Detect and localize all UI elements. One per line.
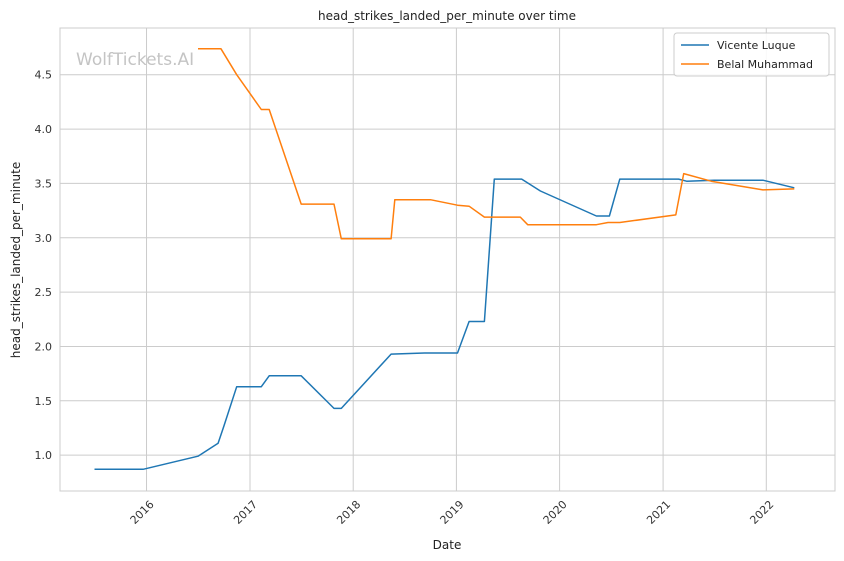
legend-label-vicente-luque: Vicente Luque	[717, 39, 796, 52]
data-point-belal-muhammad	[710, 180, 712, 182]
x-axis-title: Date	[433, 538, 462, 552]
legend: Vicente Luque Belal Muhammad	[673, 32, 830, 77]
data-point-belal-muhammad	[340, 238, 342, 240]
data-point-vicente-luque	[423, 352, 425, 354]
y-tick-label: 1.5	[35, 395, 53, 408]
data-point-belal-muhammad	[333, 203, 335, 205]
data-point-vicente-luque	[685, 180, 687, 182]
data-point-vicente-luque	[340, 407, 342, 409]
legend-label-belal-muhammad: Belal Muhammad	[717, 58, 813, 71]
y-tick-label: 2.5	[35, 286, 53, 299]
data-point-vicente-luque	[333, 407, 335, 409]
y-tick-label: 4.0	[35, 123, 53, 136]
data-point-vicente-luque	[390, 353, 392, 355]
data-point-vicente-luque	[608, 215, 610, 217]
chart-title: head_strikes_landed_per_minute over time	[318, 9, 576, 23]
data-point-vicente-luque	[300, 375, 302, 377]
data-point-vicente-luque	[217, 442, 219, 444]
data-point-vicente-luque	[93, 468, 95, 470]
data-point-belal-muhammad	[527, 224, 529, 226]
data-point-belal-muhammad	[456, 204, 458, 206]
data-point-belal-muhammad	[197, 48, 199, 50]
y-tick-label: 1.0	[35, 449, 53, 462]
data-point-belal-muhammad	[429, 199, 431, 201]
data-point-belal-muhammad	[675, 214, 677, 216]
data-point-vicente-luque	[539, 190, 541, 192]
data-point-vicente-luque	[595, 215, 597, 217]
data-point-belal-muhammad	[236, 74, 238, 76]
data-point-vicente-luque	[268, 375, 270, 377]
data-point-vicente-luque	[493, 178, 495, 180]
data-point-vicente-luque	[677, 178, 679, 180]
data-point-vicente-luque	[223, 425, 225, 427]
data-point-belal-muhammad	[595, 224, 597, 226]
series-lines	[93, 47, 795, 471]
data-point-belal-muhammad	[619, 221, 621, 223]
y-tick-label: 2.0	[35, 340, 53, 353]
data-point-vicente-luque	[197, 455, 199, 457]
data-point-vicente-luque	[468, 320, 470, 322]
y-axis-title: head_strikes_landed_per_minute	[9, 162, 23, 359]
data-point-belal-muhammad	[390, 238, 392, 240]
legend-box	[673, 32, 830, 77]
data-point-belal-muhammad	[683, 172, 685, 174]
data-point-belal-muhammad	[793, 188, 795, 190]
data-point-belal-muhammad	[260, 108, 262, 110]
data-point-belal-muhammad	[519, 216, 521, 218]
data-point-vicente-luque	[619, 178, 621, 180]
data-point-belal-muhammad	[762, 189, 764, 191]
data-point-belal-muhammad	[468, 205, 470, 207]
data-point-belal-muhammad	[220, 48, 222, 50]
data-point-belal-muhammad	[394, 199, 396, 201]
data-point-belal-muhammad	[268, 108, 270, 110]
data-point-belal-muhammad	[483, 216, 485, 218]
plot-area-frame	[59, 27, 836, 492]
data-point-vicente-luque	[521, 178, 523, 180]
data-point-vicente-luque	[483, 320, 485, 322]
data-point-vicente-luque	[142, 468, 144, 470]
data-point-belal-muhammad	[607, 221, 609, 223]
data-point-belal-muhammad	[300, 203, 302, 205]
series-line-belal-muhammad	[198, 47, 795, 240]
series-line-vicente-luque	[94, 178, 795, 471]
y-tick-label: 4.5	[35, 69, 53, 82]
y-tick-label: 3.0	[35, 232, 53, 245]
watermark: WolfTickets.AI	[76, 50, 194, 70]
gridlines	[60, 28, 835, 491]
data-point-vicente-luque	[260, 386, 262, 388]
data-point-vicente-luque	[762, 179, 764, 181]
y-tick-label: 3.5	[35, 177, 53, 190]
data-point-vicente-luque	[236, 386, 238, 388]
data-point-vicente-luque	[456, 352, 458, 354]
